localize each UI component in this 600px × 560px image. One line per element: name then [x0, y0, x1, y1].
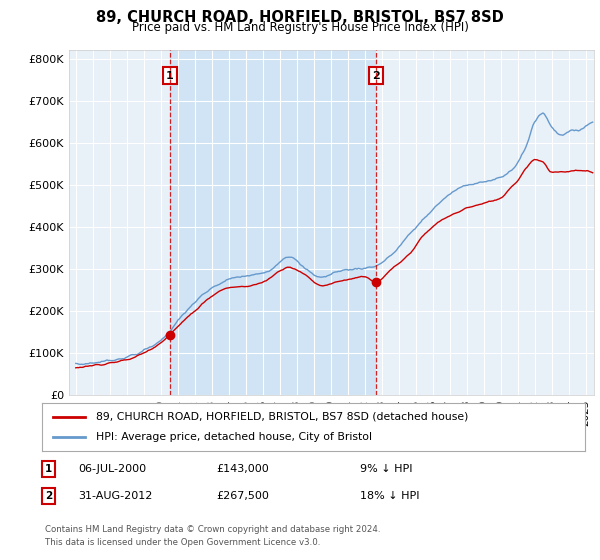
Text: £267,500: £267,500 — [216, 491, 269, 501]
Text: £143,000: £143,000 — [216, 464, 269, 474]
Text: 1: 1 — [45, 464, 52, 474]
Text: 1: 1 — [166, 71, 173, 81]
Text: 31-AUG-2012: 31-AUG-2012 — [78, 491, 152, 501]
Text: 2: 2 — [45, 491, 52, 501]
Text: 9% ↓ HPI: 9% ↓ HPI — [360, 464, 413, 474]
Text: 18% ↓ HPI: 18% ↓ HPI — [360, 491, 419, 501]
Text: HPI: Average price, detached house, City of Bristol: HPI: Average price, detached house, City… — [97, 432, 372, 442]
Text: 89, CHURCH ROAD, HORFIELD, BRISTOL, BS7 8SD: 89, CHURCH ROAD, HORFIELD, BRISTOL, BS7 … — [96, 10, 504, 25]
Text: 89, CHURCH ROAD, HORFIELD, BRISTOL, BS7 8SD (detached house): 89, CHURCH ROAD, HORFIELD, BRISTOL, BS7 … — [97, 412, 469, 422]
Text: This data is licensed under the Open Government Licence v3.0.: This data is licensed under the Open Gov… — [45, 538, 320, 547]
Text: 06-JUL-2000: 06-JUL-2000 — [78, 464, 146, 474]
Text: Price paid vs. HM Land Registry's House Price Index (HPI): Price paid vs. HM Land Registry's House … — [131, 21, 469, 34]
Text: 2: 2 — [372, 71, 380, 81]
Text: Contains HM Land Registry data © Crown copyright and database right 2024.: Contains HM Land Registry data © Crown c… — [45, 525, 380, 534]
Bar — [170, 50, 376, 395]
